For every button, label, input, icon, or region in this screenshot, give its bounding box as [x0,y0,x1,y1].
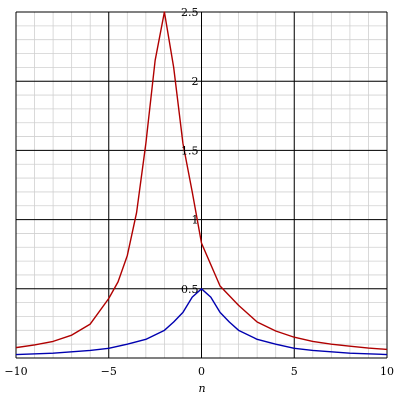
tick-labels: −10 −5 0 5 10 0.5 1 1.5 2 2.5 [4,6,394,378]
x-tick-label: 10 [380,365,394,378]
series-line-1 [15,11,388,351]
y-tick-label: 1.5 [181,144,199,157]
x-tick-label: 0 [198,365,205,378]
series-lines [15,11,388,356]
y-tick-label: 0.5 [181,283,199,296]
y-tick-label: 2.5 [181,6,199,19]
y-tick-label: 1 [192,214,199,227]
x-tick-label: −5 [101,365,117,378]
axes [16,12,387,359]
x-tick-label: 5 [291,365,298,378]
x-axis-label: n [198,382,205,395]
y-tick-label: 2 [192,75,199,88]
series-line-2 [15,288,388,356]
x-tick-label: −10 [4,365,27,378]
